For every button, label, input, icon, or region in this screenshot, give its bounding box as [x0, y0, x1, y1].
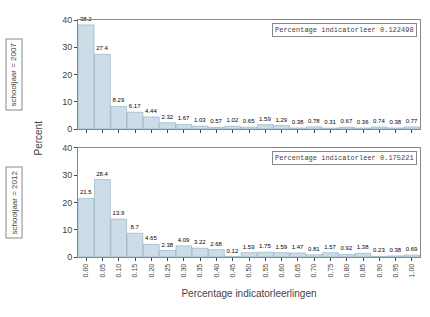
svg-text:Percentage indicatorleerlingen: Percentage indicatorleerlingen	[181, 288, 316, 299]
svg-text:0: 0	[67, 252, 72, 262]
svg-text:0.45: 0.45	[229, 264, 236, 278]
svg-text:4.09: 4.09	[178, 237, 190, 243]
svg-text:1.75: 1.75	[259, 243, 271, 249]
svg-text:schooljaar = 2012: schooljaar = 2012	[10, 171, 19, 235]
svg-text:2.32: 2.32	[161, 114, 173, 120]
svg-text:20: 20	[62, 198, 72, 208]
svg-text:1.02: 1.02	[227, 117, 239, 123]
svg-text:1.38: 1.38	[357, 244, 369, 250]
svg-text:0.20: 0.20	[148, 264, 155, 278]
svg-text:0.57: 0.57	[210, 118, 222, 124]
svg-text:1.57: 1.57	[324, 244, 336, 250]
svg-text:0.31: 0.31	[324, 119, 336, 125]
svg-text:8.7: 8.7	[130, 224, 139, 230]
svg-text:0.23: 0.23	[373, 247, 385, 253]
svg-text:0.70: 0.70	[310, 264, 317, 278]
svg-text:13.9: 13.9	[113, 210, 125, 216]
svg-text:0.65: 0.65	[294, 264, 301, 278]
svg-text:3.22: 3.22	[194, 239, 206, 245]
svg-text:0.81: 0.81	[308, 246, 320, 252]
svg-text:0.50: 0.50	[245, 264, 252, 278]
svg-text:40: 40	[62, 15, 72, 25]
svg-text:0.67: 0.67	[341, 118, 353, 124]
svg-text:0.78: 0.78	[308, 118, 320, 124]
svg-text:1.47: 1.47	[292, 244, 304, 250]
svg-text:0.69: 0.69	[406, 246, 418, 252]
svg-text:0.65: 0.65	[243, 118, 255, 124]
svg-text:1.00: 1.00	[408, 264, 415, 278]
svg-text:27.4: 27.4	[96, 45, 108, 51]
svg-text:40: 40	[62, 143, 72, 153]
svg-text:0.38: 0.38	[389, 247, 401, 253]
svg-text:0.95: 0.95	[392, 264, 399, 278]
svg-text:0.25: 0.25	[164, 264, 171, 278]
svg-text:0.38: 0.38	[389, 119, 401, 125]
svg-text:0.55: 0.55	[262, 264, 269, 278]
svg-text:0.35: 0.35	[196, 264, 203, 278]
svg-text:1.59: 1.59	[259, 116, 271, 122]
svg-text:0.75: 0.75	[327, 264, 334, 278]
svg-text:10: 10	[62, 97, 72, 107]
svg-text:0.05: 0.05	[99, 264, 106, 278]
svg-text:28.4: 28.4	[96, 171, 108, 177]
svg-text:0.85: 0.85	[359, 264, 366, 278]
svg-text:0.36: 0.36	[357, 119, 369, 125]
svg-text:4.44: 4.44	[145, 108, 157, 114]
svg-text:21.5: 21.5	[80, 189, 92, 195]
svg-text:0.90: 0.90	[376, 264, 383, 278]
svg-text:1.67: 1.67	[178, 115, 190, 121]
svg-text:1.59: 1.59	[275, 244, 287, 250]
svg-text:30: 30	[62, 42, 72, 52]
svg-text:0.40: 0.40	[213, 264, 220, 278]
svg-text:0.74: 0.74	[373, 118, 385, 124]
svg-text:2.38: 2.38	[161, 242, 173, 248]
svg-text:6.17: 6.17	[129, 103, 141, 109]
svg-text:1.59: 1.59	[243, 244, 255, 250]
svg-text:0.15: 0.15	[131, 264, 138, 278]
svg-text:0.30: 0.30	[180, 264, 187, 278]
svg-text:10: 10	[62, 225, 72, 235]
svg-text:2.68: 2.68	[210, 241, 222, 247]
svg-text:Percentage indicatorleer 0.175: Percentage indicatorleer 0.175221	[275, 154, 414, 162]
svg-text:1.03: 1.03	[194, 117, 206, 123]
svg-text:0.12: 0.12	[227, 248, 239, 254]
svg-text:0.00: 0.00	[82, 264, 89, 278]
svg-text:1.29: 1.29	[275, 117, 287, 123]
svg-text:0.38: 0.38	[292, 119, 304, 125]
svg-text:0.10: 0.10	[115, 264, 122, 278]
svg-text:8.29: 8.29	[113, 97, 125, 103]
svg-text:0.80: 0.80	[343, 264, 350, 278]
svg-text:Percent: Percent	[33, 121, 44, 156]
svg-text:20: 20	[62, 70, 72, 80]
svg-text:0.92: 0.92	[341, 245, 353, 251]
svg-text:0: 0	[67, 124, 72, 134]
svg-text:Percentage indicatorleer 0.122: Percentage indicatorleer 0.122498	[275, 26, 414, 34]
svg-text:0.77: 0.77	[406, 118, 418, 124]
svg-text:38.2: 38.2	[80, 16, 92, 22]
svg-text:4.65: 4.65	[145, 235, 157, 241]
svg-text:30: 30	[62, 170, 72, 180]
svg-text:0.60: 0.60	[278, 264, 285, 278]
svg-text:schooljaar = 2007: schooljaar = 2007	[9, 43, 18, 107]
